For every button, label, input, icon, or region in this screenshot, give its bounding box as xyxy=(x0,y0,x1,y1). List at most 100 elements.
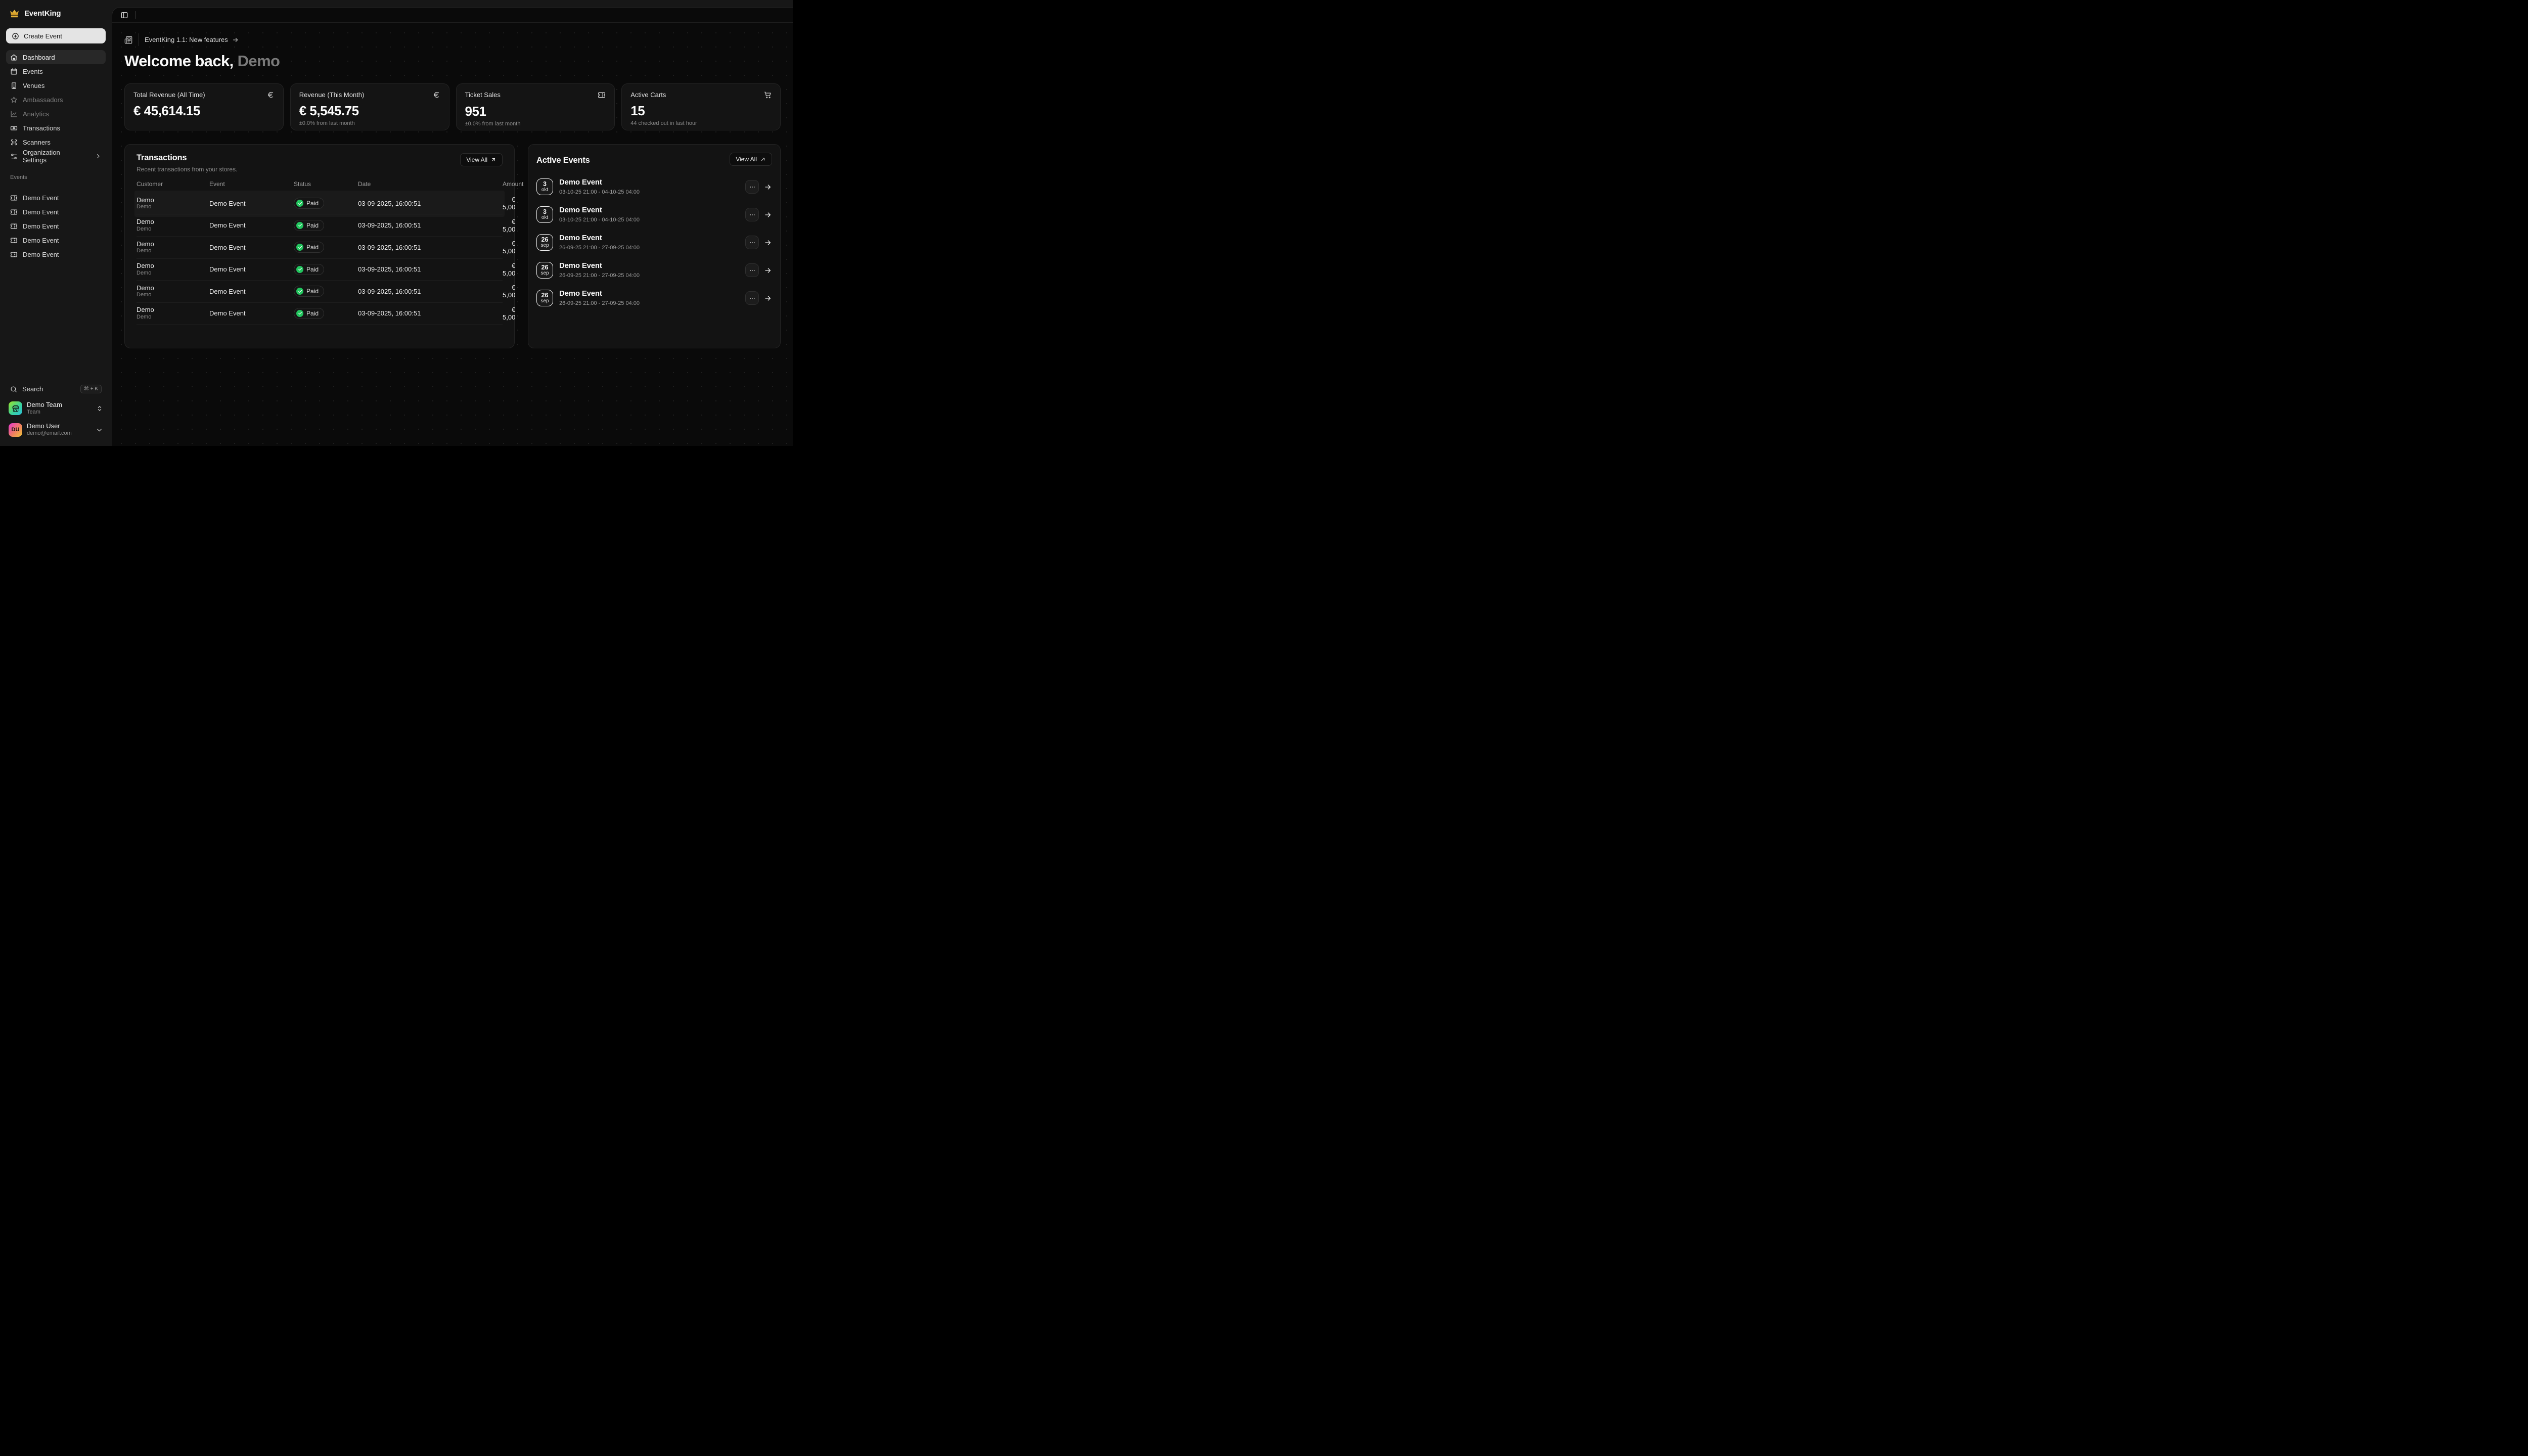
event-date-badge: 26sep xyxy=(536,290,553,306)
status-label: Paid xyxy=(306,310,319,317)
sidebar-item-transactions[interactable]: Transactions xyxy=(6,121,106,135)
event-day: 26 xyxy=(541,292,549,299)
event-label: Demo Event xyxy=(23,222,59,230)
active-event-item[interactable]: 3okt Demo Event03-10-25 21:00 - 04-10-25… xyxy=(536,204,772,225)
store-icon xyxy=(12,405,19,412)
stat-title: Ticket Sales xyxy=(465,91,501,99)
transactions-subtitle: Recent transactions from your stores. xyxy=(137,166,237,173)
brand-name: EventKing xyxy=(24,9,61,18)
search-button[interactable]: Search ⌘ + K xyxy=(6,382,106,397)
sidebar-item-events[interactable]: Events xyxy=(6,64,106,78)
ellipsis-icon xyxy=(749,211,756,218)
sidebar-event-item[interactable]: Demo Event xyxy=(6,191,106,205)
active-event-item[interactable]: 26sep Demo Event26-09-25 21:00 - 27-09-2… xyxy=(536,260,772,281)
sidebar-item-scanners[interactable]: Scanners xyxy=(6,135,106,149)
active-event-item[interactable]: 3okt Demo Event03-10-25 21:00 - 04-10-25… xyxy=(536,176,772,197)
arrow-right-icon xyxy=(764,211,772,219)
stat-title: Revenue (This Month) xyxy=(299,91,365,99)
cell-event: Demo Event xyxy=(209,265,294,273)
chevron-right-icon xyxy=(95,153,102,160)
stat-title: Active Carts xyxy=(630,91,666,99)
sidebar-item-analytics[interactable]: Analytics xyxy=(6,107,106,121)
event-open-arrow[interactable] xyxy=(764,239,772,247)
cell-date: 03-09-2025, 16:00:51 xyxy=(358,221,503,229)
sidebar-item-venues[interactable]: Venues xyxy=(6,78,106,93)
event-more-button[interactable] xyxy=(745,208,759,221)
table-row[interactable]: DemoDemo Demo Event Paid 03-09-2025, 16:… xyxy=(137,281,503,303)
event-range: 26-09-25 21:00 - 27-09-25 04:00 xyxy=(559,245,640,251)
sidebar: EventKing Create Event Dashboard Events … xyxy=(0,0,112,446)
transactions-view-all-button[interactable]: View All xyxy=(460,153,503,166)
event-more-button[interactable] xyxy=(745,263,759,277)
team-switcher[interactable]: Demo Team Team xyxy=(6,398,106,419)
cell-customer: Demo xyxy=(137,306,209,314)
chevrons-up-down-icon xyxy=(96,405,103,412)
event-range: 26-09-25 21:00 - 27-09-25 04:00 xyxy=(559,272,640,279)
active-events-list: 3okt Demo Event03-10-25 21:00 - 04-10-25… xyxy=(536,176,772,308)
user-name: Demo User xyxy=(27,423,72,430)
event-day: 3 xyxy=(543,209,547,215)
active-event-item[interactable]: 26sep Demo Event26-09-25 21:00 - 27-09-2… xyxy=(536,232,772,253)
table-row[interactable]: DemoDemo Demo Event Paid 03-09-2025, 16:… xyxy=(137,215,503,237)
search-icon xyxy=(10,386,17,393)
sidebar-item-organization-settings[interactable]: Organization Settings xyxy=(6,149,106,163)
event-more-button[interactable] xyxy=(745,291,759,305)
table-row[interactable]: DemoDemo Demo Event Paid 03-09-2025, 16:… xyxy=(137,237,503,259)
ticket-icon xyxy=(10,208,18,216)
sidebar-event-item[interactable]: Demo Event xyxy=(6,233,106,247)
sidebar-item-ambassadors[interactable]: Ambassadors xyxy=(6,93,106,107)
status-label: Paid xyxy=(306,222,319,229)
sidebar-event-item[interactable]: Demo Event xyxy=(6,205,106,219)
active-events-view-all-button[interactable]: View All xyxy=(730,153,772,166)
stat-title: Total Revenue (All Time) xyxy=(133,91,205,99)
table-row[interactable]: DemoDemo Demo Event Paid 03-09-2025, 16:… xyxy=(137,303,503,325)
stat-card-active-carts: Active Carts 15 44 checked out in last h… xyxy=(621,83,781,130)
table-row[interactable]: DemoDemo Demo Event Paid 03-09-2025, 16:… xyxy=(137,259,503,281)
event-range: 03-10-25 21:00 - 04-10-25 04:00 xyxy=(559,189,640,195)
cell-customer: Demo xyxy=(137,218,209,226)
event-more-button[interactable] xyxy=(745,236,759,249)
ticket-icon xyxy=(10,222,18,230)
arrow-right-icon xyxy=(764,294,772,302)
event-open-arrow[interactable] xyxy=(764,211,772,219)
table-row[interactable]: DemoDemo Demo Event Paid 03-09-2025, 16:… xyxy=(137,193,503,215)
cell-amount: € 5,00 xyxy=(503,218,515,233)
check-circle-icon xyxy=(296,244,303,251)
col-date: Date xyxy=(358,180,503,188)
whats-new-banner[interactable]: EventKing 1.1: New features xyxy=(124,33,781,46)
sidebar-event-item[interactable]: Demo Event xyxy=(6,247,106,261)
status-label: Paid xyxy=(306,244,319,251)
main-area: EventKing 1.1: New features Welcome back… xyxy=(112,0,793,446)
event-open-arrow[interactable] xyxy=(764,183,772,191)
sidebar-event-item[interactable]: Demo Event xyxy=(6,219,106,233)
transactions-title: Transactions xyxy=(137,153,237,163)
sidebar-toggle-icon[interactable] xyxy=(120,11,128,19)
cell-customer: Demo xyxy=(137,262,209,270)
event-day: 26 xyxy=(541,264,549,271)
arrow-right-icon xyxy=(764,239,772,247)
banner-text: EventKing 1.1: New features xyxy=(145,36,228,43)
event-open-arrow[interactable] xyxy=(764,266,772,275)
sidebar-spacer xyxy=(6,261,106,382)
sidebar-item-dashboard[interactable]: Dashboard xyxy=(6,50,106,64)
cell-date: 03-09-2025, 16:00:51 xyxy=(358,288,503,295)
check-circle-icon xyxy=(296,310,303,317)
user-menu[interactable]: DU Demo User demo@email.com xyxy=(6,420,106,440)
ellipsis-icon xyxy=(749,295,756,302)
newspaper-icon xyxy=(124,36,132,44)
nav-label: Events xyxy=(23,68,43,75)
event-date-badge: 26sep xyxy=(536,234,553,251)
active-event-item[interactable]: 26sep Demo Event26-09-25 21:00 - 27-09-2… xyxy=(536,288,772,308)
create-event-button[interactable]: Create Event xyxy=(6,28,106,43)
stat-value: 951 xyxy=(465,104,606,119)
ellipsis-icon xyxy=(749,184,756,191)
cell-date: 03-09-2025, 16:00:51 xyxy=(358,200,503,207)
event-more-button[interactable] xyxy=(745,180,759,194)
chevron-down-icon xyxy=(96,426,103,434)
nav-label: Dashboard xyxy=(23,54,55,61)
stat-value: € 5,545.75 xyxy=(299,103,440,119)
transactions-table: Customer Event Status Date Amount DemoDe… xyxy=(137,180,503,325)
create-event-label: Create Event xyxy=(24,32,62,40)
cell-customer: Demo xyxy=(137,240,209,248)
event-open-arrow[interactable] xyxy=(764,294,772,302)
